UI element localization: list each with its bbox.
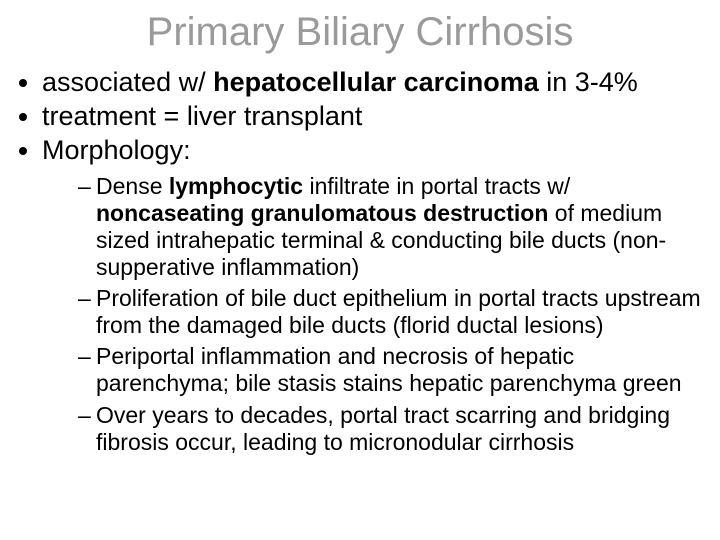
- bullet-list: associated w/ hepatocellular carcinoma i…: [18, 67, 702, 456]
- sub-bullet-item: Dense lymphocytic infiltrate in portal t…: [78, 173, 702, 282]
- bullet-item: treatment = liver transplant: [42, 101, 702, 133]
- sub-bullet-text: Proliferation of bile duct epithelium in…: [96, 285, 701, 338]
- bullet-text: treatment = liver transplant: [42, 101, 362, 131]
- bullet-text: Morphology:: [42, 135, 191, 165]
- sub-bullet-bold: noncaseating granulomatous destruction: [96, 200, 548, 226]
- page-title: Primary Biliary Cirrhosis: [18, 10, 702, 55]
- sub-bullet-list: Dense lymphocytic infiltrate in portal t…: [42, 173, 702, 456]
- sub-bullet-item: Periportal inflammation and necrosis of …: [78, 343, 702, 397]
- bullet-item: Morphology: Dense lymphocytic infiltrate…: [42, 135, 702, 456]
- bullet-bold: hepatocellular carcinoma: [213, 67, 539, 97]
- bullet-text: associated w/: [42, 67, 213, 97]
- slide: Primary Biliary Cirrhosis associated w/ …: [0, 0, 720, 540]
- sub-bullet-bold: lymphocytic: [169, 173, 303, 199]
- sub-bullet-text: Over years to decades, portal tract scar…: [96, 402, 670, 455]
- sub-bullet-text: Periportal inflammation and necrosis of …: [96, 343, 682, 396]
- sub-bullet-item: Over years to decades, portal tract scar…: [78, 402, 702, 456]
- bullet-item: associated w/ hepatocellular carcinoma i…: [42, 67, 702, 99]
- sub-bullet-text: infiltrate in portal tracts w/: [303, 173, 570, 199]
- sub-bullet-item: Proliferation of bile duct epithelium in…: [78, 285, 702, 339]
- bullet-text: in 3-4%: [539, 67, 638, 97]
- sub-bullet-text: Dense: [96, 173, 169, 199]
